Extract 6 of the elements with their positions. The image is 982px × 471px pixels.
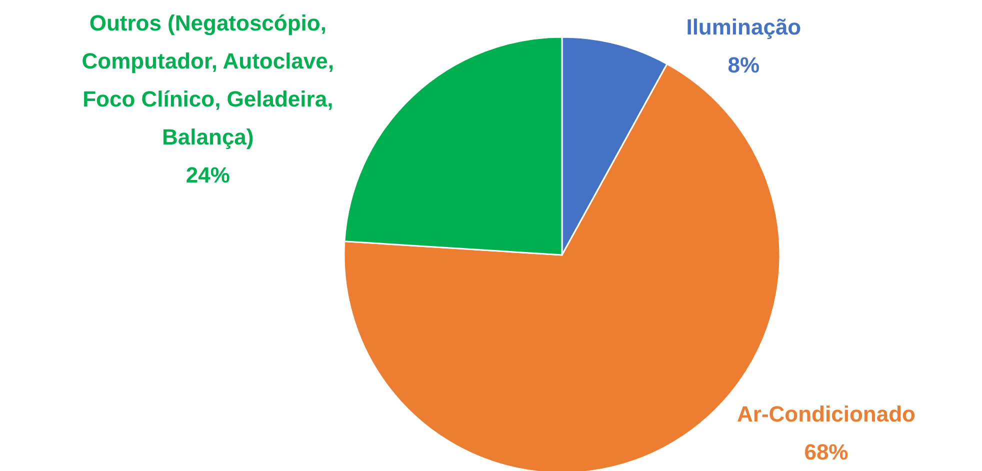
data-label: 68% — [804, 440, 848, 464]
slice-label: Outros (Negatoscópio, Computador, Autoclave, Foco Clínico, Geladeira, Balança) — [82, 10, 334, 150]
data-label: 24% — [186, 162, 230, 188]
data-label: 8% — [728, 52, 760, 78]
slice-label: Iluminação — [686, 14, 802, 40]
slice-label: Ar-Condicionado — [737, 402, 916, 426]
